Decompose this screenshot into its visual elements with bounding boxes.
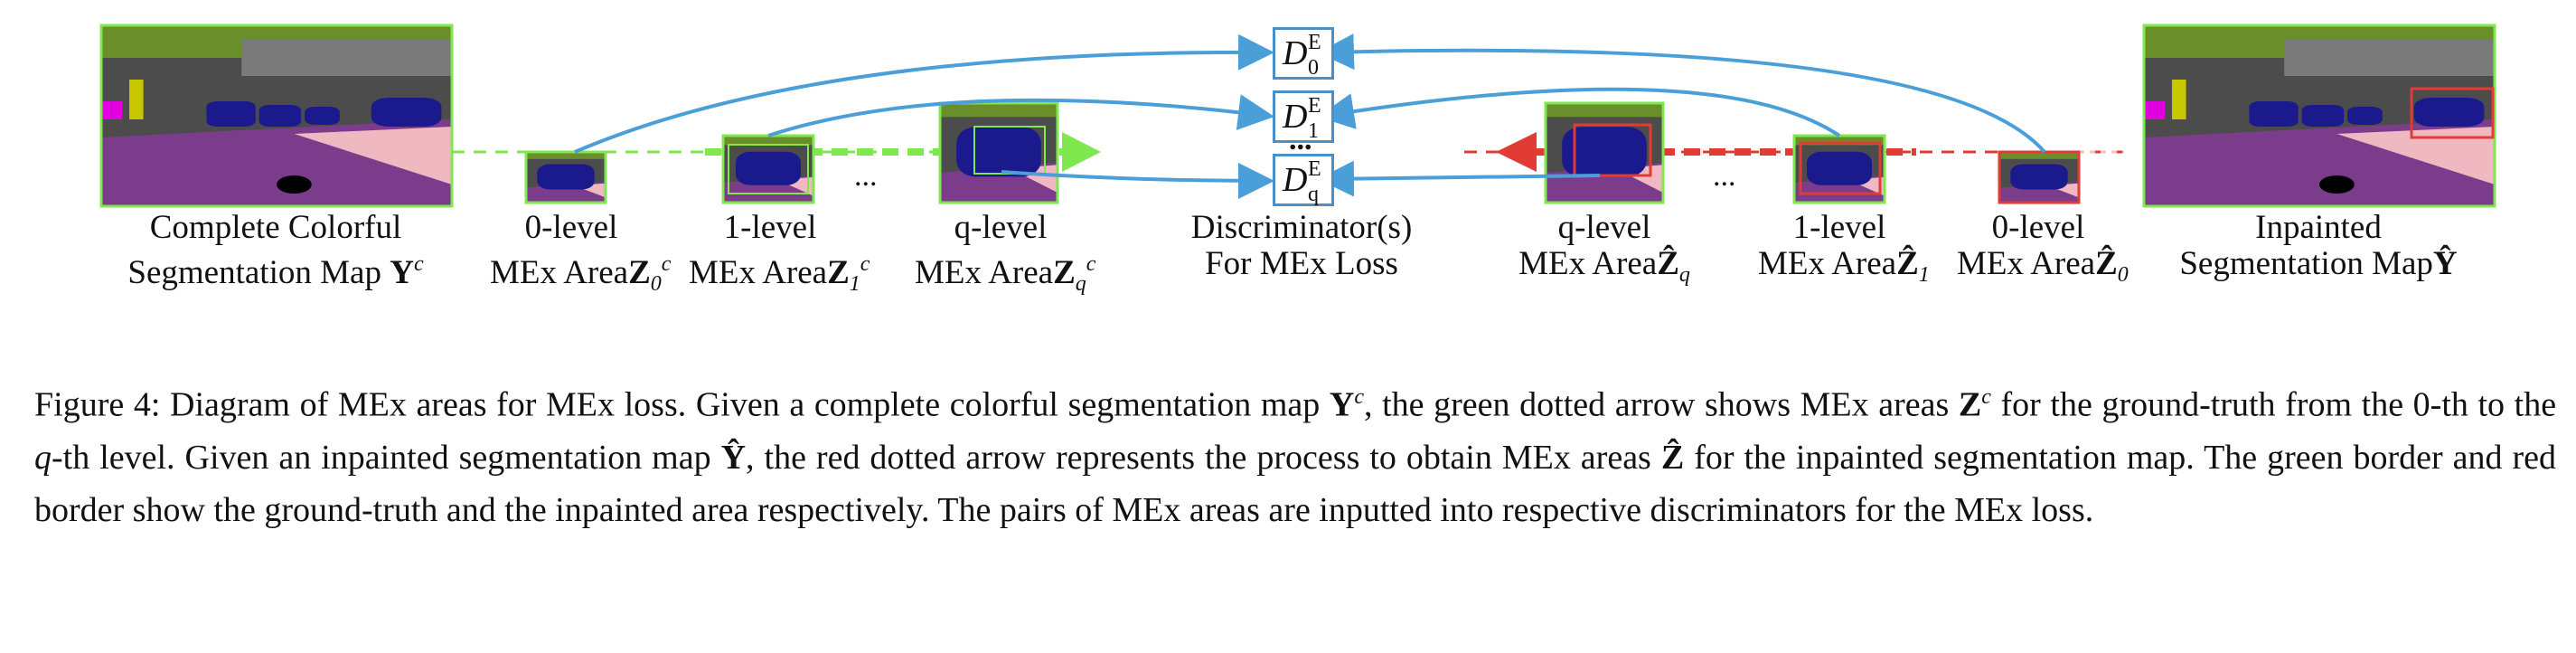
gt-mex-area-q bbox=[940, 103, 1058, 203]
diagram-svg bbox=[99, 24, 2496, 208]
inpainted-segmentation-map bbox=[2144, 25, 2495, 206]
discriminator-q: D E q bbox=[1273, 154, 1334, 206]
gt-label-0: 0-level MEx AreaZ0c bbox=[490, 209, 672, 297]
inp-label-0: 0-level MEx AreaẐ0 bbox=[1957, 209, 2129, 288]
right-ellipsis: ... bbox=[1713, 159, 1736, 193]
right-map-label: Inpainted Segmentation MapŶ bbox=[2179, 209, 2458, 282]
inp-label-q: q-level MEx AreaẐq bbox=[1518, 209, 1690, 288]
left-ellipsis: ... bbox=[854, 159, 878, 193]
figure-caption: Figure 4: Diagram of MEx areas for MEx l… bbox=[34, 385, 2557, 529]
discriminator-label: Discriminator(s) For MEx Loss bbox=[1190, 209, 1413, 282]
inp-label-1: 1-level MEx AreaẐ1 bbox=[1758, 209, 1930, 288]
gt-mex-area-0 bbox=[526, 152, 606, 203]
inp-mex-area-0 bbox=[1999, 152, 2079, 203]
gt-mex-area-1 bbox=[723, 136, 813, 203]
discriminator-1: D E 1 bbox=[1273, 90, 1334, 143]
discriminator-ellipsis: ... bbox=[1289, 123, 1312, 156]
gt-label-1: 1-level MEx AreaZ1c bbox=[689, 209, 870, 297]
figure-diagram: D E 0 D E 1 ... D E q ... ... Complete C… bbox=[0, 0, 2576, 326]
discriminator-0: D E 0 bbox=[1273, 27, 1334, 80]
gt-label-q: q-level MEx AreaZqc bbox=[915, 209, 1096, 297]
complete-segmentation-map bbox=[101, 25, 452, 206]
left-map-label: Complete Colorful Segmentation Map Yc bbox=[127, 209, 424, 291]
connector-arrows bbox=[574, 33, 2046, 199]
inp-mex-area-q bbox=[1546, 103, 1663, 203]
